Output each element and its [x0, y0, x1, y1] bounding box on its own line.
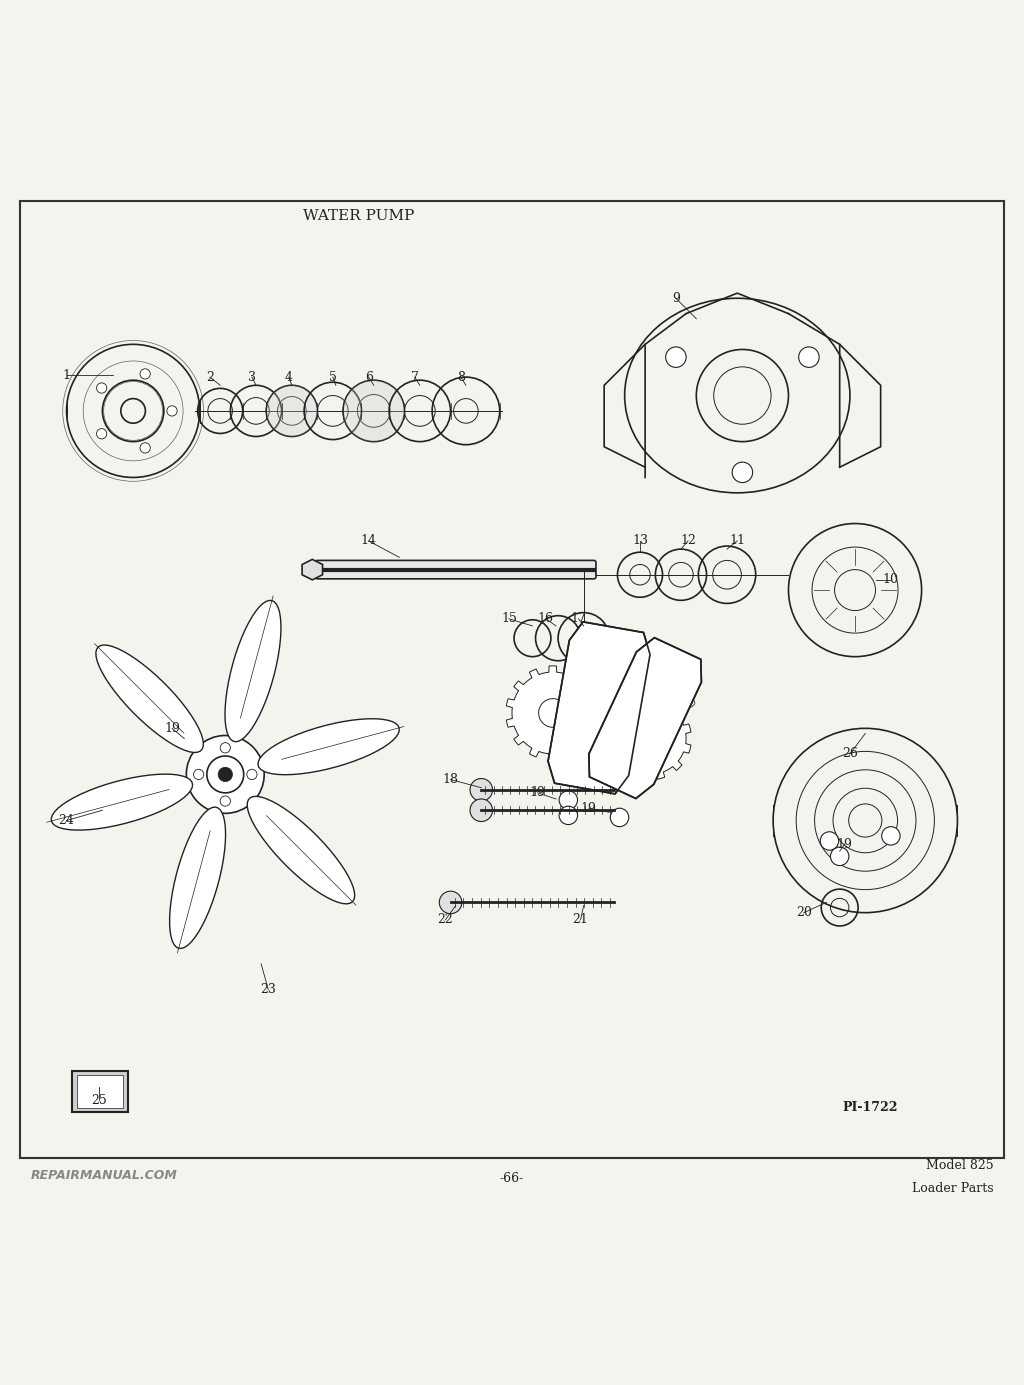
- Circle shape: [470, 778, 493, 801]
- Circle shape: [167, 406, 177, 415]
- Text: 13: 13: [632, 535, 648, 547]
- Text: Model 825: Model 825: [926, 1159, 993, 1172]
- Circle shape: [220, 796, 230, 806]
- Text: 14: 14: [360, 535, 377, 547]
- Circle shape: [559, 791, 578, 809]
- Text: 19: 19: [581, 802, 597, 814]
- Circle shape: [610, 809, 629, 827]
- Text: 24: 24: [58, 814, 75, 827]
- Circle shape: [559, 806, 578, 824]
- Circle shape: [882, 827, 900, 845]
- Text: REPAIRMANUAL.COM: REPAIRMANUAL.COM: [31, 1169, 177, 1183]
- Text: 2: 2: [206, 371, 214, 384]
- Circle shape: [220, 742, 230, 753]
- Circle shape: [732, 463, 753, 482]
- Circle shape: [266, 385, 317, 436]
- Text: 5: 5: [329, 371, 337, 384]
- Polygon shape: [589, 637, 701, 799]
- Circle shape: [186, 735, 264, 813]
- Text: 9: 9: [672, 292, 680, 305]
- Circle shape: [830, 848, 849, 866]
- Text: 20: 20: [796, 906, 812, 920]
- Polygon shape: [548, 622, 650, 794]
- Polygon shape: [609, 698, 691, 780]
- Circle shape: [96, 382, 106, 393]
- Text: 17: 17: [570, 612, 587, 625]
- Text: 23: 23: [260, 983, 276, 996]
- Text: 18: 18: [442, 773, 459, 787]
- Text: 10: 10: [883, 573, 899, 586]
- Text: 21: 21: [572, 913, 589, 927]
- Text: 1: 1: [62, 368, 71, 381]
- Circle shape: [247, 769, 257, 780]
- Circle shape: [140, 368, 151, 379]
- Text: Loader Parts: Loader Parts: [911, 1181, 993, 1195]
- Text: -66-: -66-: [500, 1172, 524, 1186]
- Circle shape: [194, 769, 204, 780]
- Text: 26: 26: [842, 748, 858, 760]
- Circle shape: [799, 346, 819, 367]
- Bar: [77, 1076, 123, 1108]
- FancyBboxPatch shape: [315, 561, 596, 579]
- Text: 3: 3: [248, 371, 256, 384]
- Bar: [72, 1072, 128, 1112]
- Polygon shape: [51, 774, 193, 830]
- Text: 16: 16: [538, 612, 554, 625]
- Polygon shape: [247, 796, 354, 904]
- Text: 8: 8: [457, 371, 465, 384]
- Text: 22: 22: [437, 913, 454, 927]
- Circle shape: [140, 443, 151, 453]
- Polygon shape: [225, 601, 281, 742]
- Circle shape: [343, 379, 404, 442]
- Text: 4: 4: [285, 371, 293, 384]
- Text: 25: 25: [91, 1094, 108, 1107]
- Polygon shape: [170, 807, 225, 949]
- Text: 7: 7: [411, 371, 419, 384]
- Polygon shape: [96, 645, 204, 752]
- Text: 19: 19: [837, 838, 853, 850]
- Polygon shape: [302, 560, 323, 580]
- Text: 15: 15: [501, 612, 517, 625]
- Circle shape: [218, 767, 232, 781]
- Text: WATER PUMP: WATER PUMP: [303, 209, 414, 223]
- Text: 19: 19: [164, 722, 180, 735]
- Text: 12: 12: [680, 535, 696, 547]
- Circle shape: [470, 799, 493, 821]
- Circle shape: [439, 891, 462, 914]
- Circle shape: [207, 756, 244, 792]
- Circle shape: [666, 346, 686, 367]
- Polygon shape: [258, 719, 399, 774]
- Text: 11: 11: [729, 535, 745, 547]
- Text: 6: 6: [365, 371, 373, 384]
- Circle shape: [820, 832, 839, 850]
- Text: PI-1722: PI-1722: [843, 1101, 898, 1114]
- Text: 19: 19: [529, 787, 546, 799]
- Circle shape: [96, 428, 106, 439]
- Polygon shape: [507, 666, 600, 760]
